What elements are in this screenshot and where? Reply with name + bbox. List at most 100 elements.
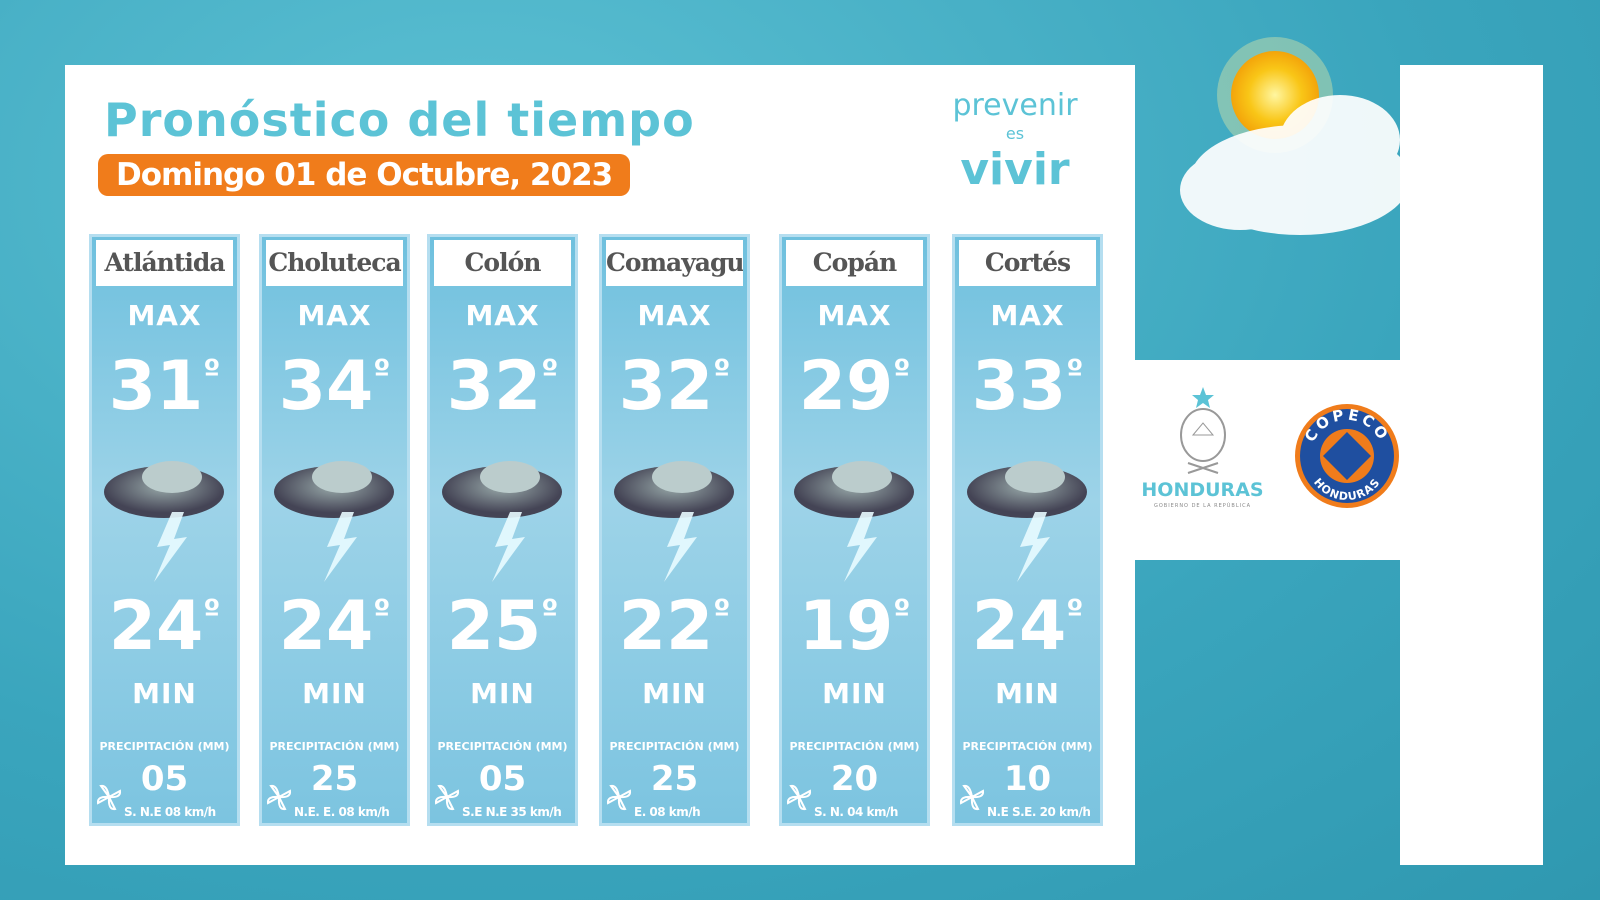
wind-text: S. N. 04 km/h [814, 805, 898, 819]
min-label: MIN [822, 677, 887, 710]
degree-symbol: º [713, 594, 731, 629]
precip-label: PRECIPITACIÓN (MM) [99, 740, 230, 753]
precip-label: PRECIPITACIÓN (MM) [789, 740, 920, 753]
department-name: Choluteca [266, 240, 403, 286]
wind-text: N.E. E. 08 km/h [294, 805, 390, 819]
pinwheel-icon [605, 783, 633, 811]
precip-label: PRECIPITACIÓN (MM) [962, 740, 1093, 753]
department-name: Copán [786, 240, 923, 286]
wind-text: S. N.E 08 km/h [124, 805, 216, 819]
min-value: 25 [446, 587, 542, 666]
min-temp: 24º [262, 587, 407, 667]
honduras-logo: HONDURAS GOBIERNO DE LA REPÚBLICA [1140, 385, 1265, 510]
forecast-column-colón: Colón MAX 32º 25º MIN PRECIPITACIÓN (MM)… [427, 234, 578, 826]
thunderstorm-icon [612, 457, 737, 587]
min-value: 24 [108, 587, 204, 666]
max-value: 31 [108, 347, 204, 426]
precip-value: 05 [478, 759, 527, 799]
max-label: MAX [127, 299, 202, 332]
max-temp: 33º [955, 347, 1100, 427]
max-label: MAX [990, 299, 1065, 332]
max-temp: 29º [782, 347, 927, 427]
brand-logo: prevenir es vivir [940, 88, 1090, 196]
precip-label: PRECIPITACIÓN (MM) [609, 740, 740, 753]
wind-text: E. 08 km/h [634, 805, 701, 819]
degree-symbol: º [373, 594, 391, 629]
max-value: 34 [278, 347, 374, 426]
degree-symbol: º [373, 354, 391, 389]
thunderstorm-icon [272, 457, 397, 587]
honduras-subtext: GOBIERNO DE LA REPÚBLICA [1153, 503, 1252, 509]
precip-label: PRECIPITACIÓN (MM) [437, 740, 568, 753]
forecast-column-cortés: Cortés MAX 33º 24º MIN PRECIPITACIÓN (MM… [952, 234, 1103, 826]
max-temp: 32º [602, 347, 747, 427]
max-value: 32 [618, 347, 714, 426]
precip-label: PRECIPITACIÓN (MM) [269, 740, 400, 753]
max-value: 33 [971, 347, 1067, 426]
precip-value: 05 [140, 759, 189, 799]
department-name: Atlántida [96, 240, 233, 286]
page-title: Pronóstico del tiempo [104, 93, 695, 147]
pinwheel-icon [95, 783, 123, 811]
pinwheel-icon [433, 783, 461, 811]
precip-value: 10 [1003, 759, 1052, 799]
max-temp: 32º [430, 347, 575, 427]
thunderstorm-icon [792, 457, 917, 587]
degree-symbol: º [893, 354, 911, 389]
thunderstorm-icon [440, 457, 565, 587]
degree-symbol: º [541, 354, 559, 389]
pinwheel-icon [958, 783, 986, 811]
max-temp: 31º [92, 347, 237, 427]
department-name: Comayagua [606, 240, 743, 286]
precip-value: 25 [310, 759, 359, 799]
min-value: 22 [618, 587, 714, 666]
max-value: 29 [798, 347, 894, 426]
honduras-text: HONDURAS [1141, 479, 1264, 501]
department-name: Colón [434, 240, 571, 286]
max-temp: 34º [262, 347, 407, 427]
min-temp: 24º [955, 587, 1100, 667]
sun-cloud-icon [1180, 37, 1410, 235]
copeco-logo: COPECO HONDURAS [1295, 404, 1399, 508]
degree-symbol: º [893, 594, 911, 629]
min-label: MIN [302, 677, 367, 710]
min-temp: 24º [92, 587, 237, 667]
thunderstorm-icon [965, 457, 1090, 587]
pinwheel-icon [785, 783, 813, 811]
min-value: 19 [798, 587, 894, 666]
min-value: 24 [971, 587, 1067, 666]
min-temp: 22º [602, 587, 747, 667]
degree-symbol: º [203, 354, 221, 389]
min-temp: 19º [782, 587, 927, 667]
forecast-column-copán: Copán MAX 29º 19º MIN PRECIPITACIÓN (MM)… [779, 234, 930, 826]
forecast-column-atlántida: Atlántida MAX 31º 24º MIN PRECIPITACIÓN … [89, 234, 240, 826]
precip-value: 20 [830, 759, 879, 799]
min-label: MIN [132, 677, 197, 710]
max-label: MAX [817, 299, 892, 332]
department-name: Cortés [959, 240, 1096, 286]
max-label: MAX [297, 299, 372, 332]
min-temp: 25º [430, 587, 575, 667]
brand-line1: prevenir [952, 88, 1078, 123]
brand-line2: es [1005, 124, 1025, 143]
min-label: MIN [642, 677, 707, 710]
coat-of-arms-icon [1179, 387, 1226, 474]
degree-symbol: º [1066, 594, 1084, 629]
degree-symbol: º [203, 594, 221, 629]
max-value: 32 [446, 347, 542, 426]
min-value: 24 [278, 587, 374, 666]
degree-symbol: º [713, 354, 731, 389]
forecast-column-comayagua: Comayagua MAX 32º 22º MIN PRECIPITACIÓN … [599, 234, 750, 826]
white-block [1400, 65, 1543, 865]
wind-text: S.E N.E 35 km/h [462, 805, 562, 819]
date-badge: Domingo 01 de Octubre, 2023 [98, 154, 631, 196]
thunderstorm-icon [102, 457, 227, 587]
max-label: MAX [637, 299, 712, 332]
wind-text: N.E S.E. 20 km/h [987, 805, 1091, 819]
precip-value: 25 [650, 759, 699, 799]
forecast-column-choluteca: Choluteca MAX 34º 24º MIN PRECIPITACIÓN … [259, 234, 410, 826]
pinwheel-icon [265, 783, 293, 811]
degree-symbol: º [1066, 354, 1084, 389]
brand-line3: vivir [960, 144, 1070, 195]
degree-symbol: º [541, 594, 559, 629]
